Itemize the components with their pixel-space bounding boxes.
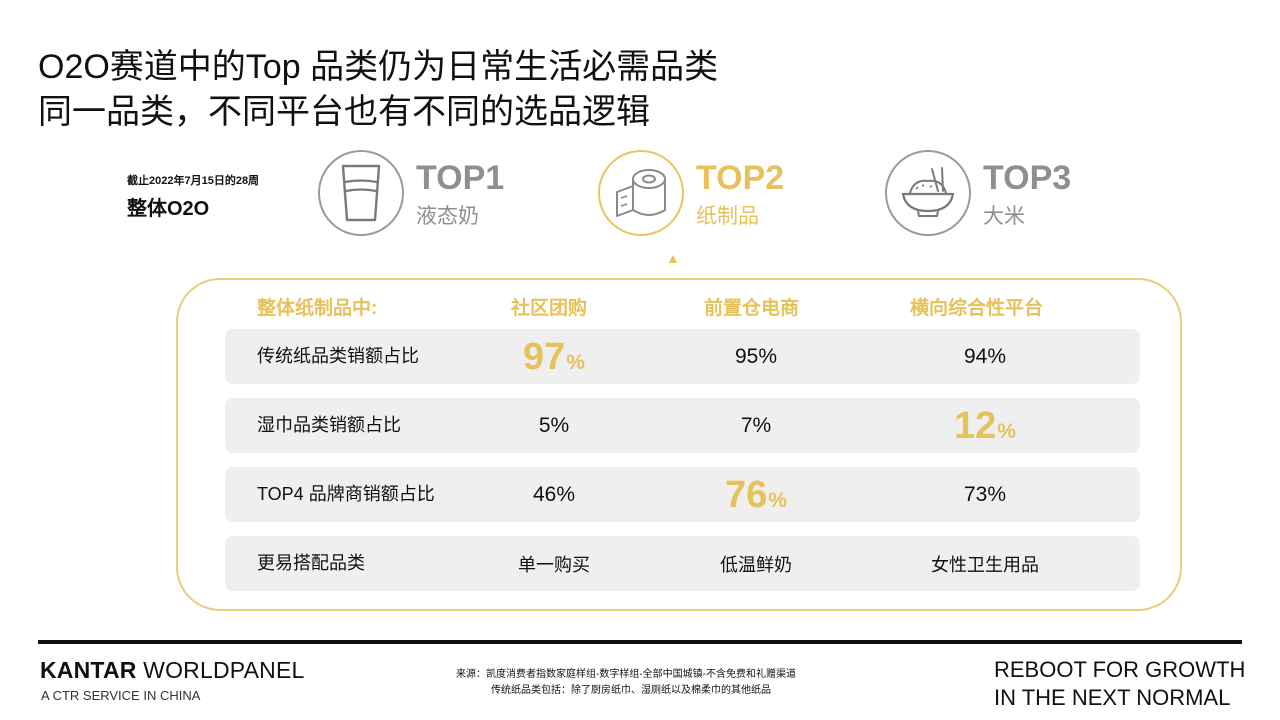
tagline: REBOOT FOR GROWTH IN THE NEXT NORMAL <box>994 657 1246 710</box>
date-note: 截止2022年7月15日的28周 <box>127 175 260 187</box>
table-cell: 7% <box>740 413 772 437</box>
pointer-triangle-icon: ▲ <box>666 250 680 266</box>
row-label: 湿巾品类销额占比 <box>257 415 401 435</box>
table-cell: 12% <box>954 404 1016 447</box>
brand-subtitle: A CTR SERVICE IN CHINA <box>41 688 201 703</box>
top1-rank: TOP1 <box>416 159 505 197</box>
table-cell: 95% <box>734 344 778 368</box>
table-header-platform: 横向综合性平台 <box>910 298 1044 319</box>
table-header-category: 整体纸制品中: <box>257 298 378 319</box>
row-label: 更易搭配品类 <box>257 553 365 573</box>
table-cell: 73% <box>963 482 1007 506</box>
scope-label: 整体O2O <box>127 198 210 220</box>
top3-name: 大米 <box>983 205 1025 228</box>
comparison-panel <box>176 278 1182 611</box>
table-row: 湿巾品类销额占比 5% 7% 12% <box>225 398 1140 453</box>
table-cell: 76% <box>725 473 787 516</box>
table-row: 传统纸品类销额占比 97% 95% 94% <box>225 329 1140 384</box>
table-row: TOP4 品牌商销额占比 46% 76% 73% <box>225 467 1140 522</box>
table-cell: 单一购买 <box>518 554 590 575</box>
table-cell: 女性卫生用品 <box>931 554 1039 575</box>
row-label: TOP4 品牌商销额占比 <box>257 484 435 504</box>
footer-divider <box>38 640 1242 644</box>
top1-name: 液态奶 <box>416 205 479 228</box>
table-cell: 46% <box>532 482 576 506</box>
top2-rank: TOP2 <box>696 159 785 197</box>
title-line-2: 同一品类，不同平台也有不同的选品逻辑 <box>38 93 650 131</box>
table-header-community: 社区团购 <box>511 298 588 319</box>
source-note: 来源：凯度消费者指数家庭样组-数字样组-全部中国城镇-不含免费和礼赠渠道 传统纸… <box>456 669 796 696</box>
table-cell: 97% <box>523 335 585 378</box>
table-header-front-warehouse: 前置仓电商 <box>704 298 800 319</box>
rice-bowl-icon <box>885 150 971 236</box>
table-cell: 低温鲜奶 <box>720 554 792 575</box>
top3-rank: TOP3 <box>983 159 1072 197</box>
brand-logo: KANTAR WORLDPANEL <box>40 657 305 683</box>
table-cell: 94% <box>963 344 1007 368</box>
milk-glass-icon <box>318 150 404 236</box>
toilet-paper-icon <box>598 150 684 236</box>
row-label: 传统纸品类销额占比 <box>257 346 419 366</box>
top2-name: 纸制品 <box>696 205 759 228</box>
table-cell: 5% <box>538 413 570 437</box>
table-row: 更易搭配品类 单一购买 低温鲜奶 女性卫生用品 <box>225 536 1140 591</box>
title-line-1: O2O赛道中的Top 品类仍为日常生活必需品类 <box>38 48 719 86</box>
